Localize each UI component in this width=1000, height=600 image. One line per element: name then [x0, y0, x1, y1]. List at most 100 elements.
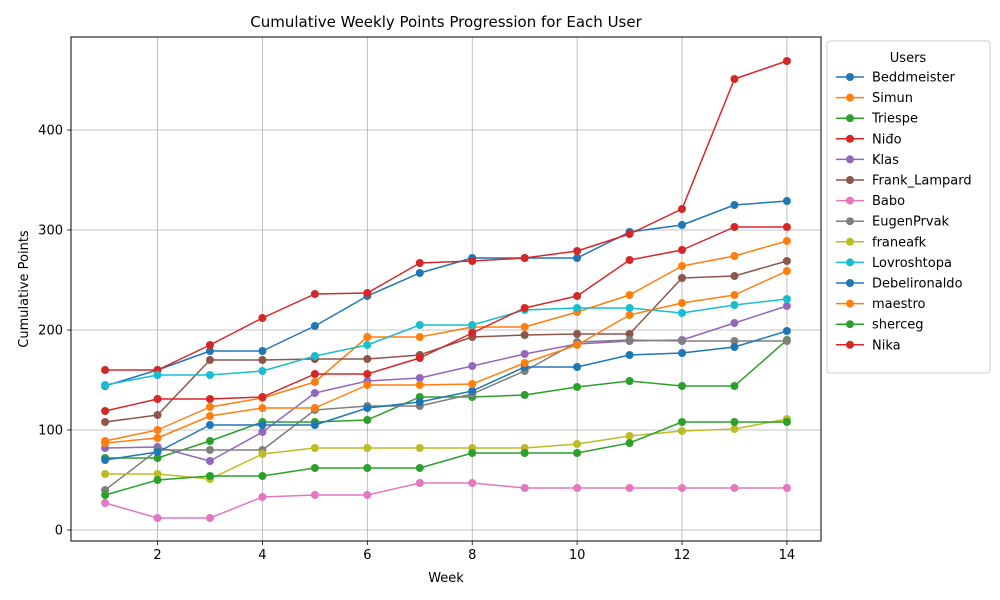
data-point — [573, 254, 582, 262]
data-point — [782, 337, 791, 345]
data-point — [258, 404, 267, 412]
data-point — [573, 383, 582, 391]
data-point — [101, 499, 110, 507]
data-point — [101, 439, 110, 447]
data-point — [415, 381, 424, 389]
y-axis-label: Cumulative Points — [17, 230, 32, 348]
data-point — [101, 366, 110, 374]
data-point — [678, 274, 687, 282]
data-point — [258, 450, 267, 458]
data-point — [730, 382, 739, 390]
series-14 — [101, 223, 791, 415]
data-point — [363, 404, 372, 412]
data-point — [573, 440, 582, 448]
data-point — [782, 223, 791, 231]
data-point — [310, 491, 319, 499]
data-point — [258, 421, 267, 429]
data-point — [782, 197, 791, 205]
data-point — [782, 327, 791, 335]
data-point — [363, 370, 372, 378]
data-point — [782, 302, 791, 310]
y-tick-label: 0 — [55, 524, 63, 539]
legend-entry: franeafk — [836, 235, 927, 250]
legend-entry: Babo — [836, 194, 905, 209]
data-point — [678, 262, 687, 270]
data-point — [101, 381, 110, 389]
y-tick-label: 400 — [38, 124, 63, 139]
data-point — [363, 416, 372, 424]
data-point — [678, 246, 687, 254]
data-point — [205, 395, 214, 403]
data-point — [101, 470, 110, 478]
legend-entry: EugenPrvak — [836, 215, 950, 230]
series-line — [104, 298, 787, 386]
data-point — [101, 407, 110, 415]
data-point — [468, 362, 477, 370]
series-line — [104, 421, 787, 496]
data-point — [363, 289, 372, 297]
data-point — [363, 491, 372, 499]
data-point — [625, 484, 634, 492]
data-point — [730, 75, 739, 83]
legend-entry: Debelironaldo — [836, 277, 963, 292]
data-point — [678, 205, 687, 213]
series-line — [104, 482, 787, 519]
data-point — [782, 57, 791, 65]
data-point — [678, 309, 687, 317]
data-point — [730, 343, 739, 351]
data-point — [573, 484, 582, 492]
legend-swatch-marker — [846, 93, 854, 102]
data-point — [415, 374, 424, 382]
data-point — [625, 351, 634, 359]
legend-swatch-marker — [846, 196, 854, 205]
x-axis-label: Week — [428, 571, 464, 586]
data-point — [153, 395, 162, 403]
data-point — [782, 237, 791, 245]
data-point — [520, 484, 529, 492]
data-point — [153, 514, 162, 522]
legend: Users Beddmeister Simun Triespe Niđo Klas Fra… — [826, 40, 991, 374]
data-point — [782, 295, 791, 303]
data-point — [782, 267, 791, 275]
data-point — [205, 437, 214, 445]
legend-entry: Simun — [836, 91, 913, 106]
data-point — [101, 418, 110, 426]
legend-label: Debelironaldo — [872, 277, 963, 292]
data-point — [415, 464, 424, 472]
legend-frame — [826, 40, 991, 374]
legend-swatch-marker — [846, 279, 854, 287]
data-point — [205, 403, 214, 411]
data-point — [678, 484, 687, 492]
x-tick-label: 8 — [468, 548, 476, 563]
data-point — [310, 389, 319, 397]
legend-swatch-marker — [846, 258, 854, 267]
legend-swatch-marker — [846, 237, 854, 246]
legend-label: Lovroshtopa — [872, 256, 952, 271]
y-tick-label: 200 — [38, 324, 63, 339]
data-point — [258, 472, 267, 480]
data-point — [730, 425, 739, 433]
data-point — [310, 378, 319, 386]
data-point — [258, 347, 267, 355]
data-point — [205, 371, 214, 379]
data-point — [205, 472, 214, 480]
data-point — [258, 428, 267, 436]
data-point — [258, 367, 267, 375]
data-point — [363, 341, 372, 349]
data-point — [205, 457, 214, 465]
data-point — [573, 304, 582, 312]
data-point — [363, 381, 372, 389]
series-10 — [101, 295, 791, 389]
series-line — [105, 270, 788, 444]
legend-entry: Klas — [836, 153, 899, 168]
data-point — [520, 391, 529, 399]
data-point — [258, 314, 267, 322]
data-point — [153, 434, 162, 442]
series-line — [104, 330, 788, 461]
data-point — [730, 418, 739, 426]
series-line — [104, 240, 788, 442]
data-point — [625, 377, 634, 385]
series-line — [104, 226, 787, 412]
data-point — [415, 333, 424, 341]
